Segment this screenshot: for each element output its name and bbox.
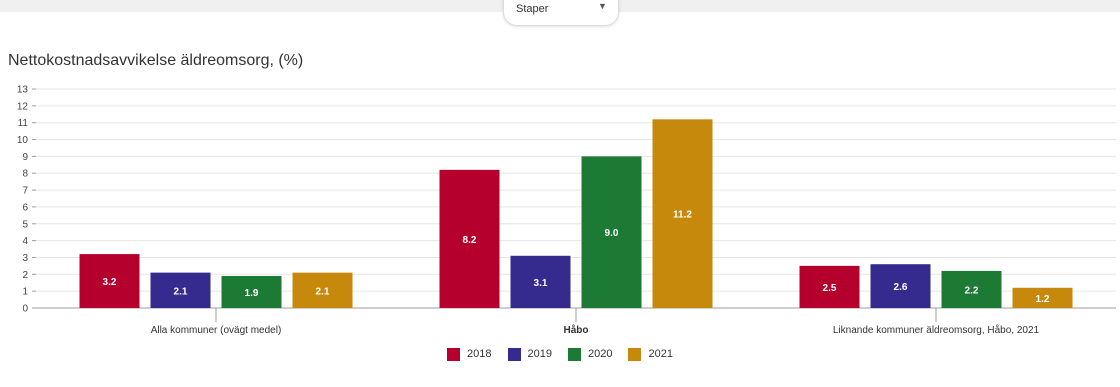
y-tick-label: 9 bbox=[22, 152, 28, 163]
bar bbox=[870, 264, 931, 308]
y-tick-label: 2 bbox=[22, 270, 28, 281]
chart-type-selector[interactable]: Staper ▼ bbox=[503, 0, 619, 26]
y-tick-label: 10 bbox=[17, 135, 29, 146]
legend-item[interactable]: 2019 bbox=[507, 347, 552, 361]
y-tick-label: 1 bbox=[22, 287, 28, 298]
y-tick-label: 6 bbox=[22, 202, 28, 213]
y-tick-label: 11 bbox=[18, 118, 29, 129]
legend-label: 2020 bbox=[588, 348, 613, 360]
data-label: 2.6 bbox=[894, 282, 908, 293]
bar bbox=[439, 169, 500, 308]
legend-swatch bbox=[568, 347, 581, 361]
x-tick-label: Håbo bbox=[564, 324, 589, 336]
y-tick-label: 8 bbox=[22, 169, 28, 180]
chart-title: Nettokostnadsavvikelse äldreomsorg, (%) bbox=[8, 52, 304, 69]
data-label: 3.1 bbox=[534, 278, 548, 289]
bar bbox=[581, 156, 642, 308]
chevron-down-icon: ▼ bbox=[598, 1, 607, 11]
data-label: 11.2 bbox=[673, 210, 692, 221]
x-tick-label: Alla kommuner (ovägt medel) bbox=[151, 325, 282, 336]
data-label: 2.2 bbox=[965, 285, 979, 296]
legend-label: 2019 bbox=[527, 348, 552, 360]
legend-swatch bbox=[447, 347, 461, 361]
bar bbox=[221, 275, 282, 308]
data-label: 8.2 bbox=[463, 235, 477, 246]
data-label: 2.1 bbox=[316, 286, 330, 297]
data-label: 9.0 bbox=[605, 228, 619, 239]
bar bbox=[150, 272, 211, 308]
legend-swatch bbox=[507, 347, 521, 361]
bar bbox=[510, 255, 571, 308]
y-tick-label: 3 bbox=[22, 253, 28, 264]
chart-legend: 2018 2019 2020 2021 bbox=[0, 344, 1120, 364]
bar bbox=[1012, 287, 1073, 308]
bar bbox=[652, 119, 713, 308]
legend-item[interactable]: 2020 bbox=[568, 347, 613, 361]
y-tick-label: 7 bbox=[22, 186, 28, 197]
y-tick-label: 0 bbox=[22, 304, 28, 315]
legend-label: 2018 bbox=[467, 348, 492, 360]
legend-label: 2021 bbox=[648, 348, 673, 360]
legend-item[interactable]: 2018 bbox=[447, 347, 492, 361]
data-label: 3.2 bbox=[103, 277, 117, 288]
bar bbox=[292, 272, 353, 308]
x-tick-label: Liknande kommuner äldreomsorg, Håbo, 202… bbox=[833, 324, 1040, 336]
legend-item[interactable]: 2021 bbox=[628, 347, 673, 361]
data-label: 1.9 bbox=[245, 288, 259, 299]
chart-type-selector-label: Staper bbox=[516, 3, 549, 15]
data-label: 1.2 bbox=[1036, 294, 1050, 305]
y-tick-label: 5 bbox=[22, 219, 28, 230]
bar bbox=[941, 270, 1002, 308]
y-tick-label: 12 bbox=[17, 101, 29, 112]
legend-swatch bbox=[628, 347, 642, 361]
bar bbox=[79, 254, 140, 308]
bar bbox=[799, 265, 860, 308]
y-tick-label: 4 bbox=[22, 236, 28, 247]
data-label: 2.1 bbox=[174, 286, 188, 297]
data-label: 2.5 bbox=[823, 283, 837, 294]
y-tick-label: 13 bbox=[17, 85, 29, 96]
